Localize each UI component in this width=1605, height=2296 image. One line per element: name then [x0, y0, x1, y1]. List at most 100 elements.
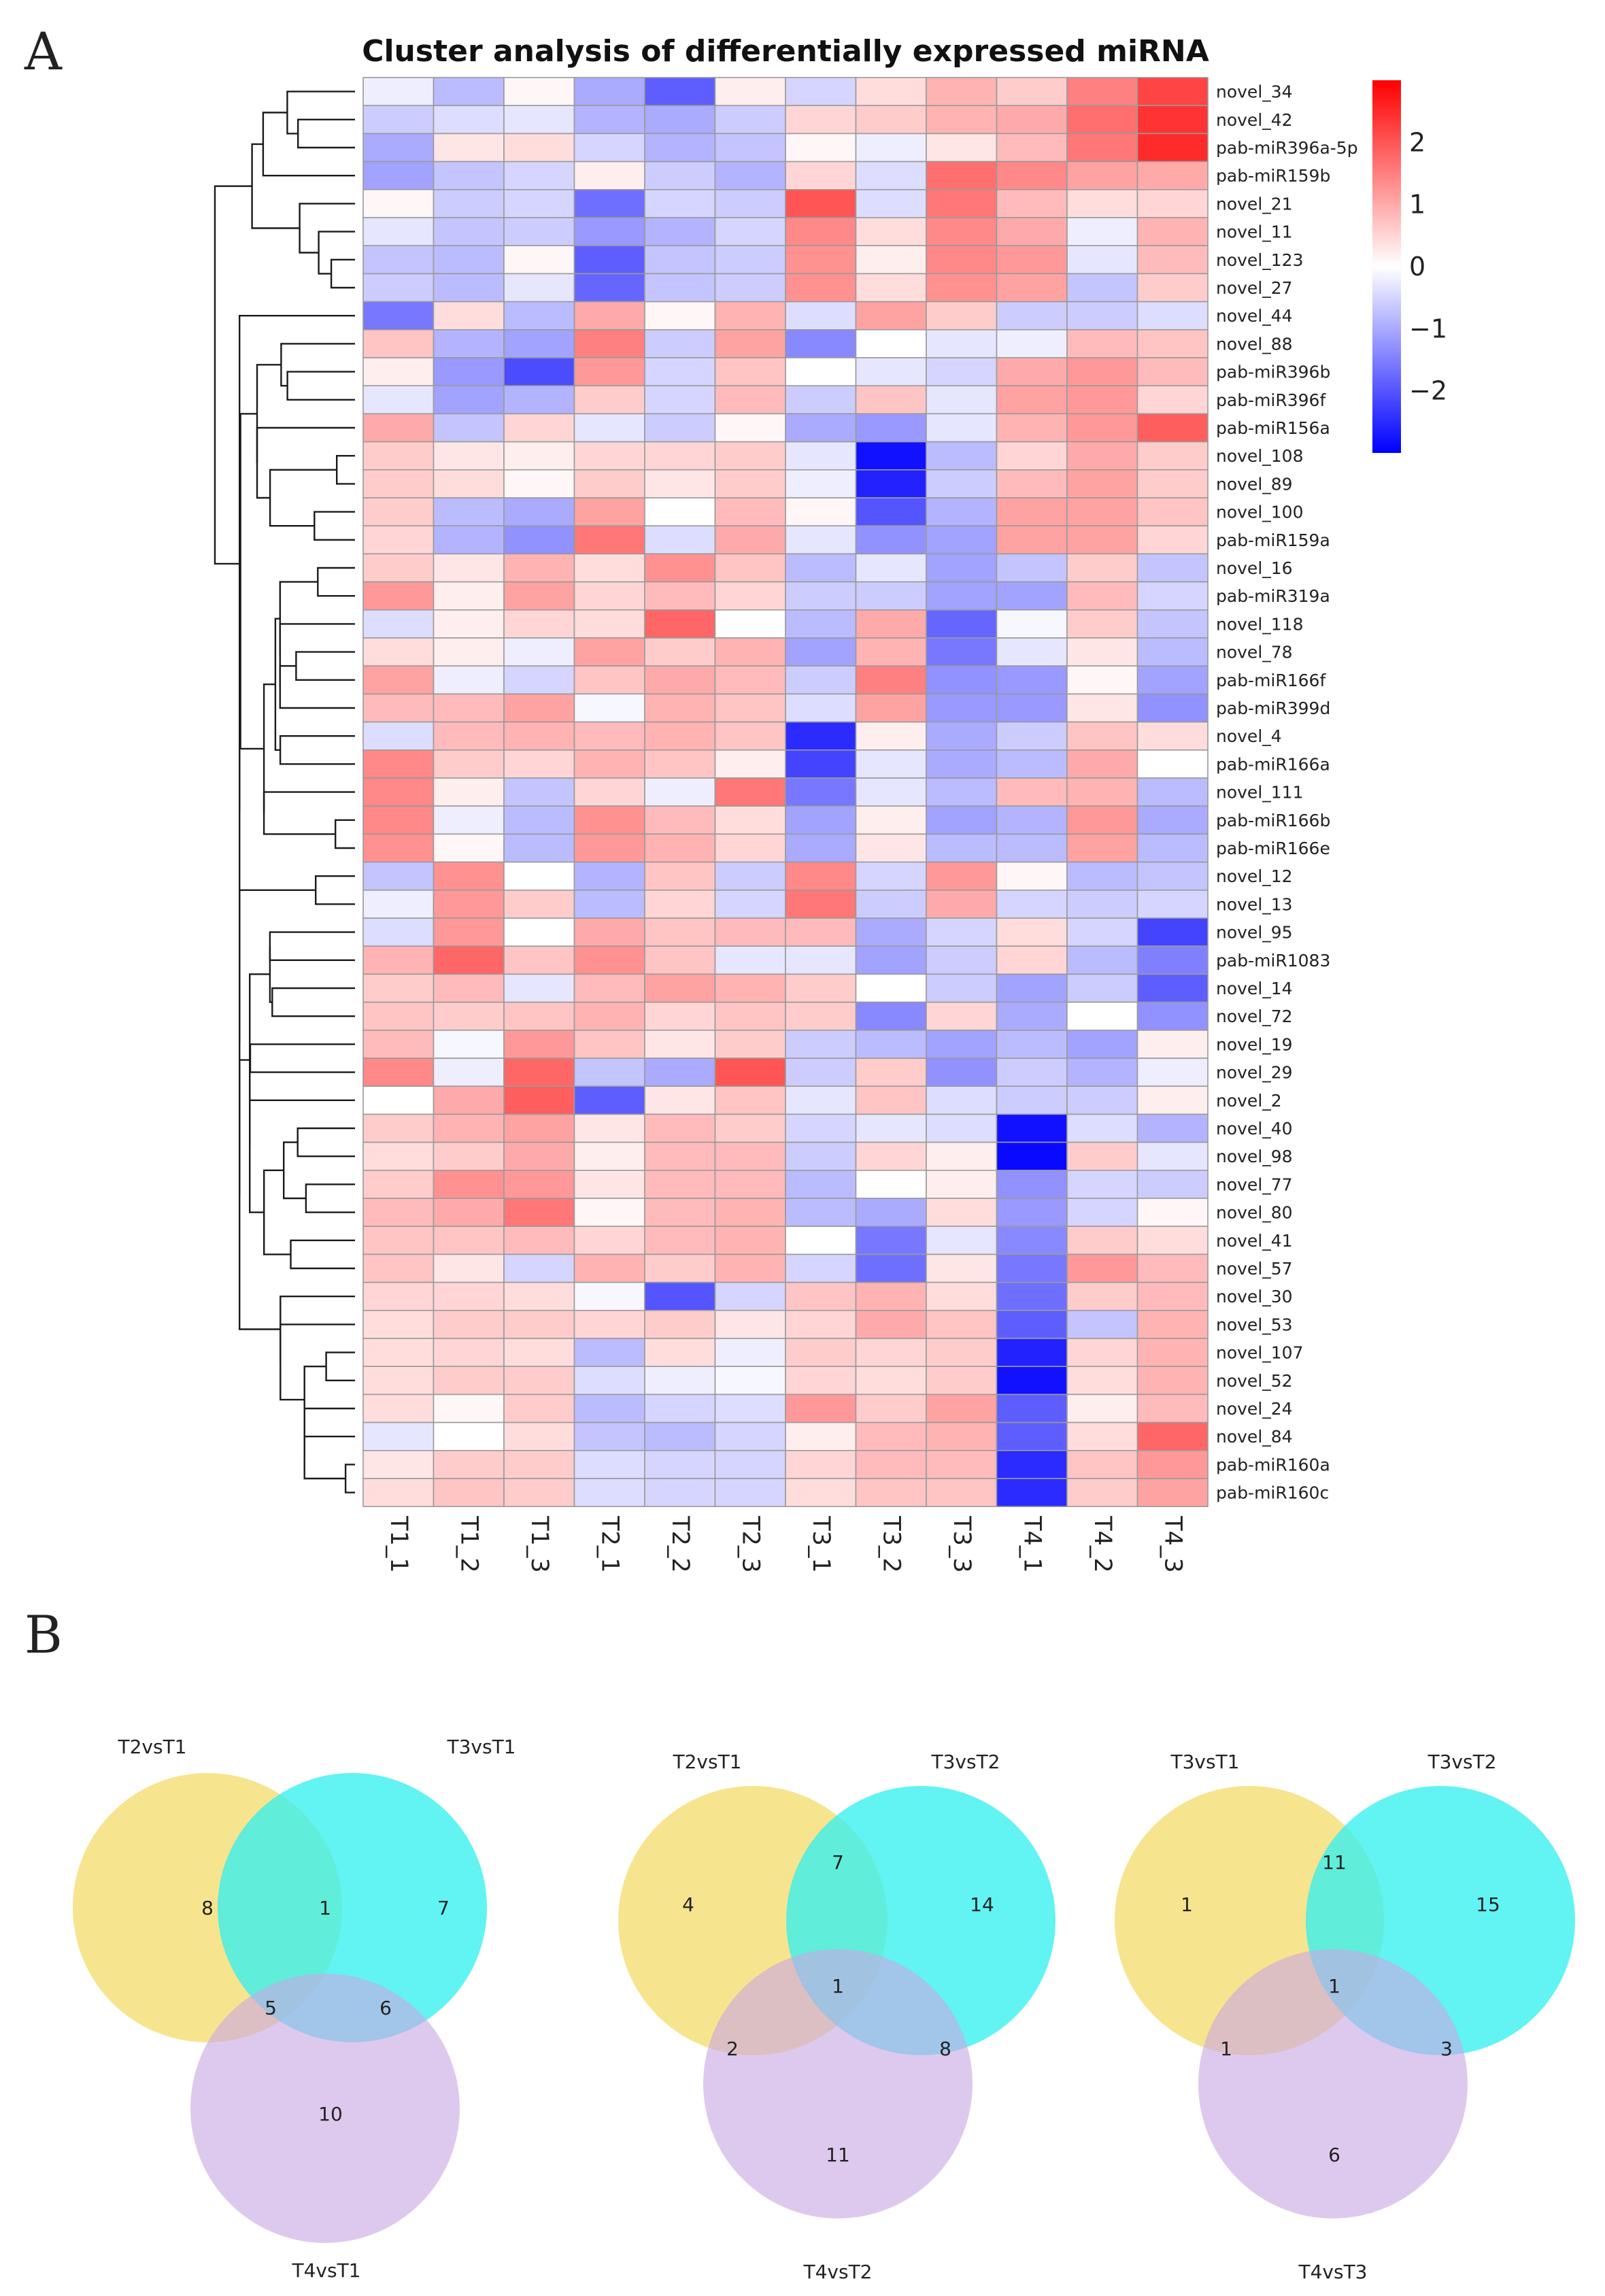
venn-region-count: 7	[437, 1897, 450, 1919]
row-label: novel_30	[1216, 1287, 1293, 1306]
dendrogram-branch	[249, 973, 270, 1146]
heatmap-cell	[855, 609, 927, 639]
row-label: pab-miR166a	[1216, 754, 1330, 774]
dendrogram-branch	[283, 1141, 306, 1200]
heatmap-cell	[362, 441, 435, 471]
heatmap-cell	[362, 469, 435, 499]
dendrogram-branch	[335, 819, 355, 849]
heatmap-cell	[433, 328, 505, 358]
row-label: novel_72	[1216, 1007, 1293, 1026]
heatmap-cell	[503, 1113, 575, 1143]
heatmap-cell	[362, 1310, 435, 1339]
heatmap-cell	[785, 833, 857, 863]
row-label: novel_29	[1216, 1063, 1293, 1083]
heatmap-cell	[644, 1421, 716, 1451]
heatmap-cell	[644, 245, 716, 275]
heatmap-cell	[433, 1366, 505, 1396]
heatmap-cell	[433, 833, 505, 863]
heatmap-cell	[644, 441, 716, 471]
row-label: pab-miR159a	[1216, 530, 1330, 550]
heatmap-cell	[1066, 1338, 1138, 1368]
heatmap-cell	[714, 1085, 786, 1115]
heatmap-cell	[714, 441, 786, 471]
heatmap-cell	[714, 693, 786, 723]
heatmap-cell	[573, 1198, 645, 1228]
heatmap-cell	[1136, 1113, 1209, 1143]
dendrogram-branch	[269, 931, 355, 961]
heatmap-cell	[996, 749, 1068, 779]
heatmap-cell	[785, 1366, 857, 1396]
heatmap-cell	[855, 1394, 927, 1423]
heatmap-cell	[785, 273, 857, 303]
heatmap-cell	[926, 245, 998, 275]
heatmap-cell	[573, 188, 645, 218]
heatmap-cell	[433, 1001, 505, 1031]
heatmap-cell	[855, 721, 927, 751]
heatmap-cell	[1136, 721, 1209, 751]
venn-region-count: 1	[319, 1897, 331, 1919]
heatmap-cell	[1136, 1310, 1209, 1339]
heatmap-cell	[1066, 301, 1138, 331]
heatmap-cell	[714, 1226, 786, 1255]
heatmap-cell	[1066, 637, 1138, 667]
heatmap-cell	[503, 188, 575, 218]
row-label: novel_84	[1216, 1427, 1293, 1447]
dendrogram-branch	[263, 1169, 291, 1255]
heatmap-cell	[573, 1226, 645, 1255]
heatmap-cell	[573, 1394, 645, 1423]
heatmap-cell	[644, 188, 716, 218]
heatmap-cell	[714, 1478, 786, 1508]
heatmap-cell	[996, 133, 1068, 163]
heatmap-cell	[362, 525, 435, 555]
heatmap-cell	[433, 413, 505, 443]
heatmap-cell	[1066, 1366, 1138, 1396]
heatmap-cell	[855, 1366, 927, 1396]
heatmap-cell	[362, 609, 435, 639]
heatmap-cell	[996, 637, 1068, 667]
heatmap-cell	[1066, 1478, 1138, 1508]
row-label: pab-miR166f	[1216, 671, 1326, 690]
heatmap-cell	[855, 777, 927, 807]
venn-set-label: T2vsT1	[673, 1751, 742, 1773]
heatmap-cell	[785, 1478, 857, 1508]
heatmap-cell	[926, 609, 998, 639]
heatmap-cell	[996, 1170, 1068, 1199]
dendrogram-branch	[279, 665, 355, 709]
heatmap-cell	[1066, 273, 1138, 303]
heatmap-cell	[573, 1478, 645, 1508]
heatmap-cell	[1136, 1281, 1209, 1311]
heatmap-cell	[855, 469, 927, 499]
heatmap-cell	[926, 665, 998, 695]
heatmap-cell	[855, 133, 927, 163]
heatmap-cell	[926, 1198, 998, 1228]
heatmap-cell	[573, 945, 645, 975]
heatmap-cell	[503, 890, 575, 919]
heatmap-cell	[714, 525, 786, 555]
venn-region-count: 1	[1181, 1893, 1193, 1916]
heatmap-cell	[1066, 1030, 1138, 1059]
heatmap-cell	[785, 1030, 857, 1059]
dendrogram-branch	[239, 413, 265, 750]
heatmap-cell	[362, 1085, 435, 1115]
heatmap-cell	[1136, 441, 1209, 471]
heatmap-cell	[714, 217, 786, 247]
dendrogram-branch	[256, 364, 282, 463]
dendrogram-branch	[336, 455, 355, 485]
heatmap-cell	[573, 777, 645, 807]
heatmap-cell	[996, 890, 1068, 919]
heatmap-cell	[855, 973, 927, 1003]
heatmap-cell	[855, 917, 927, 947]
heatmap-cell	[1136, 665, 1209, 695]
heatmap-cell	[503, 217, 575, 247]
heatmap-cell	[433, 1170, 505, 1199]
heatmap-cell	[855, 497, 927, 527]
dendrogram-branch	[303, 1407, 355, 1458]
heatmap-cell	[573, 1421, 645, 1451]
heatmap-cell	[996, 721, 1068, 751]
heatmap-cell	[785, 1394, 857, 1423]
heatmap-cell	[503, 469, 575, 499]
heatmap-cell	[1066, 1058, 1138, 1087]
row-label: novel_40	[1216, 1119, 1293, 1138]
heatmap-cell	[433, 973, 505, 1003]
